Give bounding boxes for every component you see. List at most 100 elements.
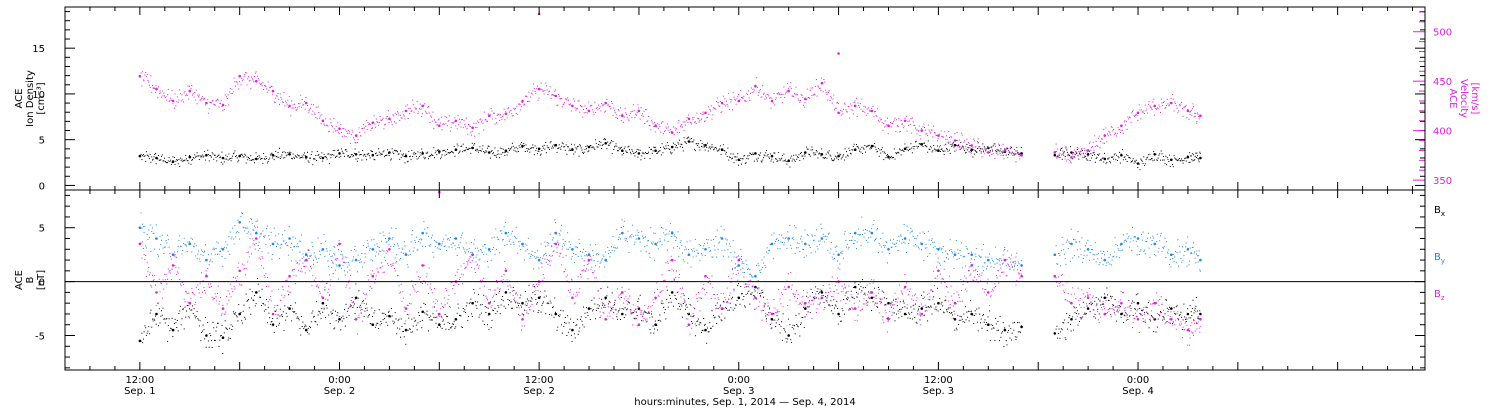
- data-point-fill: [263, 158, 265, 160]
- data-point-fill: [460, 126, 462, 128]
- data-point-fill: [861, 98, 863, 100]
- data-point-fill: [806, 306, 808, 308]
- data-point-fill: [1175, 313, 1177, 315]
- data-point-fill: [707, 106, 709, 108]
- data-point-fill: [374, 310, 376, 312]
- data-point-fill: [1013, 154, 1015, 156]
- data-point-fill: [331, 313, 333, 315]
- data-point-fill: [469, 301, 471, 303]
- data-point-fill: [554, 145, 556, 147]
- data-point-fill: [305, 158, 307, 160]
- data-point-fill: [209, 332, 211, 334]
- data-point-fill: [1127, 319, 1129, 320]
- data-point-fill: [540, 82, 542, 84]
- data-point-fill: [752, 276, 754, 278]
- data-point-fill: [380, 250, 382, 252]
- data-point-fill: [1016, 146, 1018, 148]
- data-point-fill: [510, 109, 512, 111]
- data-point-fill: [305, 97, 307, 98]
- data-point-fill: [485, 247, 487, 249]
- data-point-fill: [580, 250, 581, 252]
- data-point-fill: [282, 101, 283, 103]
- data-point-fill: [279, 308, 281, 310]
- data-point-fill: [1178, 314, 1180, 316]
- data-point-fill: [723, 301, 725, 303]
- data-point-fill: [258, 155, 260, 157]
- data-point-fill: [1178, 319, 1180, 321]
- data-point-fill: [214, 154, 215, 156]
- data-point: [1053, 151, 1057, 154]
- data-point-fill: [825, 89, 826, 91]
- data-point-fill: [722, 95, 724, 97]
- data-point-fill: [927, 320, 929, 322]
- data-point-fill: [1016, 153, 1018, 155]
- data-point-fill: [725, 105, 727, 107]
- data-point-fill: [497, 113, 499, 115]
- data-point-fill: [219, 251, 221, 253]
- data-point-fill: [178, 159, 180, 160]
- data-point-fill: [396, 333, 398, 335]
- data-point-fill: [747, 269, 749, 270]
- data-point-fill: [341, 148, 342, 150]
- data-point-fill: [286, 104, 288, 106]
- data-point-fill: [214, 104, 216, 106]
- data-point-fill: [245, 318, 246, 320]
- data-point-fill: [892, 304, 894, 306]
- data-point-fill: [521, 306, 522, 308]
- data-point-fill: [1001, 150, 1003, 152]
- data-point-fill: [343, 128, 345, 130]
- data-point-fill: [451, 150, 453, 152]
- data-point-fill: [785, 237, 787, 238]
- data-point-fill: [550, 141, 552, 143]
- data-point-fill: [212, 153, 214, 155]
- data-point-fill: [763, 93, 764, 95]
- data-point-fill: [301, 326, 303, 327]
- data-point-fill: [376, 322, 378, 324]
- data-point-fill: [409, 155, 411, 157]
- data-point-fill: [434, 157, 435, 159]
- data-point-fill: [1079, 151, 1081, 153]
- data-point-fill: [728, 109, 730, 110]
- data-point-fill: [325, 248, 327, 250]
- data-point-fill: [606, 295, 608, 297]
- data-point-fill: [428, 112, 430, 114]
- data-point-fill: [187, 305, 189, 307]
- data-point-fill: [424, 304, 426, 305]
- data-point-fill: [331, 260, 333, 261]
- data-point-fill: [404, 162, 406, 164]
- data-point-fill: [583, 153, 584, 154]
- data-point-fill: [590, 104, 592, 106]
- data-point-fill: [217, 98, 218, 100]
- data-point-fill: [981, 148, 983, 150]
- data-point-fill: [787, 83, 789, 85]
- data-point-fill: [1016, 336, 1018, 338]
- data-point-fill: [325, 118, 327, 120]
- data-point-fill: [1081, 148, 1083, 150]
- data-point-fill: [207, 254, 209, 256]
- data-point-fill: [999, 150, 1001, 152]
- data-point: [970, 144, 973, 147]
- data-point-fill: [1192, 299, 1194, 301]
- data-point-fill: [152, 158, 154, 160]
- data-point-fill: [1199, 310, 1201, 312]
- data-point-fill: [579, 243, 581, 244]
- data-point-fill: [876, 115, 878, 117]
- data-point-fill: [943, 153, 945, 155]
- data-point: [621, 114, 624, 118]
- data-point-fill: [665, 145, 667, 147]
- data-point-fill: [748, 284, 750, 286]
- data-point-fill: [292, 236, 294, 238]
- data-point-fill: [379, 232, 381, 234]
- data-point-fill: [866, 145, 868, 147]
- data-point-fill: [464, 124, 466, 125]
- data-point-fill: [441, 154, 443, 156]
- data-point-fill: [958, 139, 960, 141]
- data-point-fill: [695, 325, 697, 327]
- data-point-fill: [405, 153, 407, 155]
- data-point-fill: [461, 119, 463, 121]
- data-point-fill: [937, 310, 939, 312]
- data-point-fill: [1159, 153, 1161, 155]
- data-point-fill: [924, 127, 925, 128]
- data-point-fill: [852, 145, 854, 147]
- data-point-fill: [940, 130, 942, 132]
